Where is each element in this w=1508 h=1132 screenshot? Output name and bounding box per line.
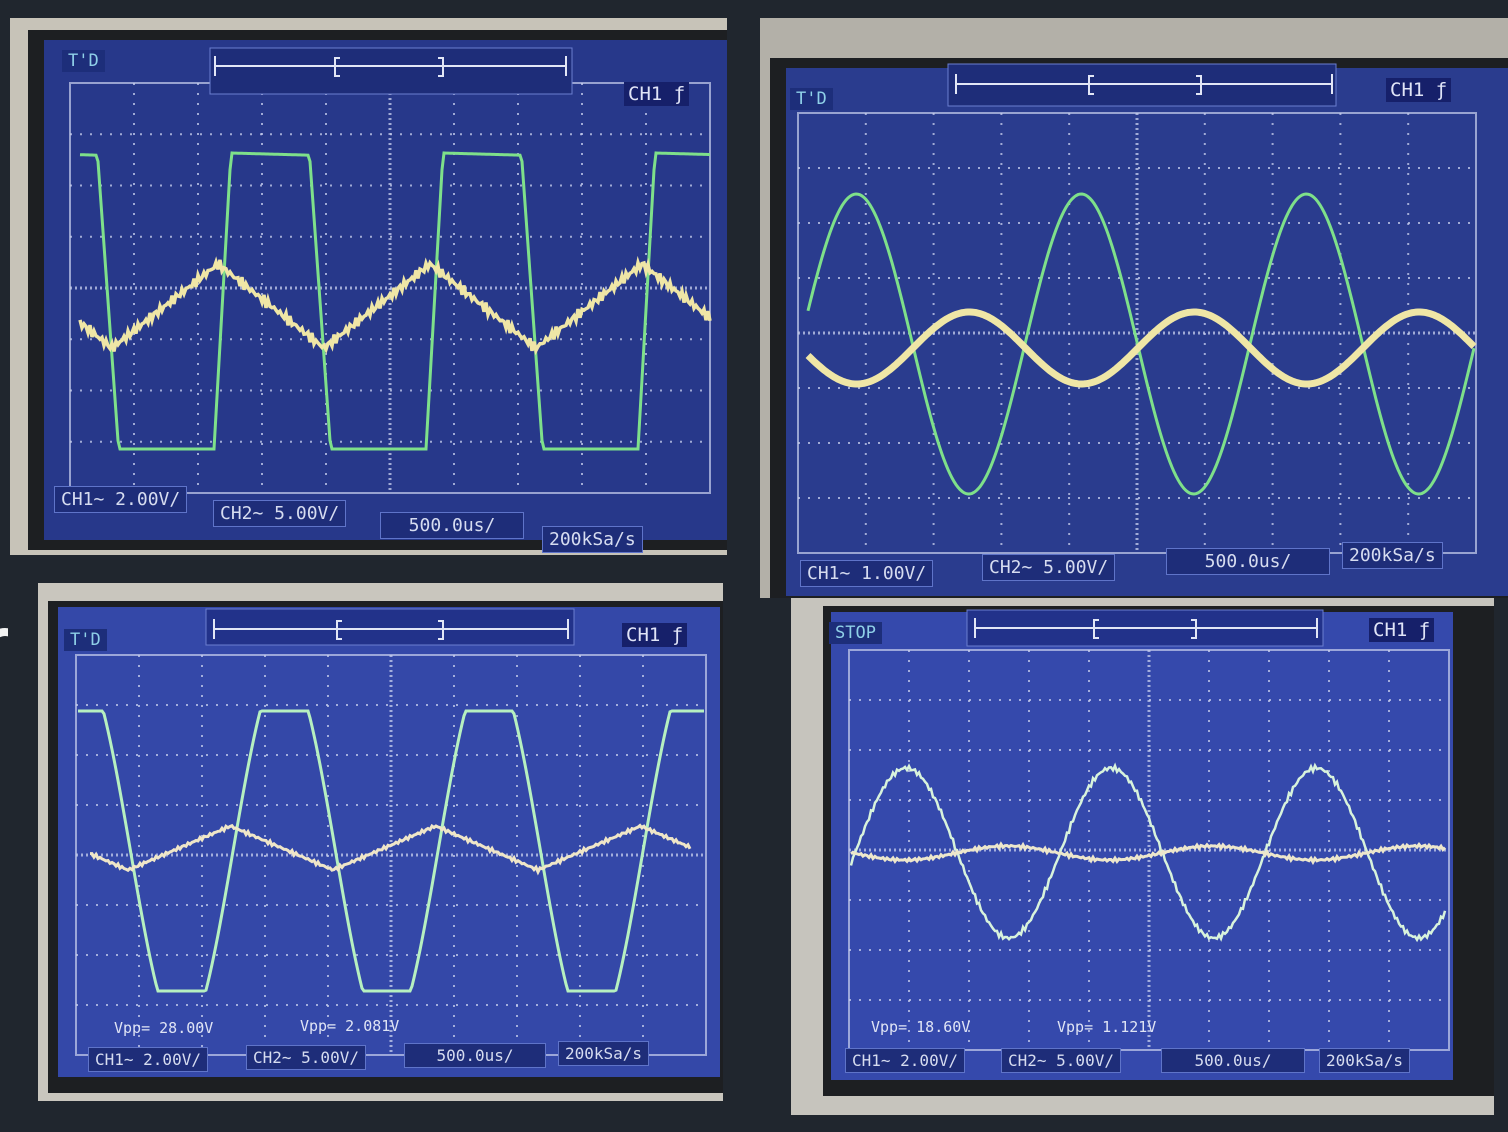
acquisition-status: T'D — [790, 88, 833, 110]
trigger-source: CH1 ƒ — [622, 623, 687, 647]
oscilloscope-photo-top-left: T'D CH1 ƒ CH1∼ 2.00V/ CH2∼ 5.00V/ 500.0u… — [10, 18, 727, 555]
ch1-vpp-readout: Vpp= 18.60V — [871, 1018, 970, 1036]
trigger-label: CH1 — [626, 624, 660, 646]
ch2-scale: CH2∼ 5.00V/ — [982, 554, 1115, 581]
ch1-scale: CH1∼ 2.00V/ — [845, 1048, 965, 1073]
sample-rate: 200kSa/s — [1319, 1048, 1410, 1073]
cropped-glyph — [0, 628, 8, 688]
sample-rate: 200kSa/s — [1342, 542, 1443, 569]
timebase: 500.0us/ — [404, 1043, 546, 1068]
ch2-trace — [90, 826, 690, 872]
oscilloscope-photo-bottom-right: STOP CH1 ƒ Vpp= 18.60V Vpp= 1.121V CH1∼ … — [791, 598, 1494, 1115]
ch1-scale: CH1∼ 2.00V/ — [88, 1047, 208, 1072]
trigger-slope-icon: ƒ — [1419, 619, 1430, 641]
oscilloscope-photo-top-right: T'D CH1 ƒ CH1∼ 1.00V/ CH2∼ 5.00V/ 500.0u… — [760, 18, 1508, 598]
ch2-scale: CH2∼ 5.00V/ — [1001, 1048, 1121, 1073]
trigger-slope-icon: ƒ — [674, 83, 685, 105]
trigger-label: CH1 — [1373, 619, 1407, 641]
trigger-source: CH1 ƒ — [1369, 618, 1434, 642]
scope-display — [791, 598, 1494, 1115]
trigger-slope-icon: ƒ — [672, 624, 683, 646]
sample-rate: 200kSa/s — [542, 526, 643, 553]
ch2-vpp-readout: Vpp= 2.081V — [300, 1017, 399, 1035]
scope-display — [10, 18, 727, 555]
timebase: 500.0us/ — [380, 512, 524, 539]
ch2-trace — [80, 260, 710, 352]
oscilloscope-photo-bottom-left: T'D CH1 ƒ Vpp= 28.00V Vpp= 2.081V CH1∼ 2… — [38, 583, 723, 1101]
ch2-scale: CH2∼ 5.00V/ — [246, 1045, 366, 1070]
ch1-scale: CH1∼ 1.00V/ — [800, 560, 933, 587]
timebase: 500.0us/ — [1161, 1048, 1305, 1073]
ch1-vpp-readout: Vpp= 28.00V — [114, 1019, 213, 1037]
acquisition-status: STOP — [829, 622, 882, 644]
ch2-scale: CH2∼ 5.00V/ — [213, 500, 346, 527]
trigger-label: CH1 — [1390, 79, 1424, 101]
trigger-slope-icon: ƒ — [1436, 79, 1447, 101]
ch2-vpp-readout: Vpp= 1.121V — [1057, 1018, 1156, 1036]
sample-rate: 200kSa/s — [558, 1041, 649, 1066]
trigger-source: CH1 ƒ — [1386, 78, 1451, 102]
ch1-scale: CH1∼ 2.00V/ — [54, 486, 187, 513]
timebase: 500.0us/ — [1166, 548, 1330, 575]
trigger-label: CH1 — [628, 83, 662, 105]
acquisition-status: T'D — [62, 50, 105, 72]
trigger-source: CH1 ƒ — [624, 82, 689, 106]
acquisition-status: T'D — [64, 629, 107, 651]
scope-display — [760, 18, 1508, 598]
